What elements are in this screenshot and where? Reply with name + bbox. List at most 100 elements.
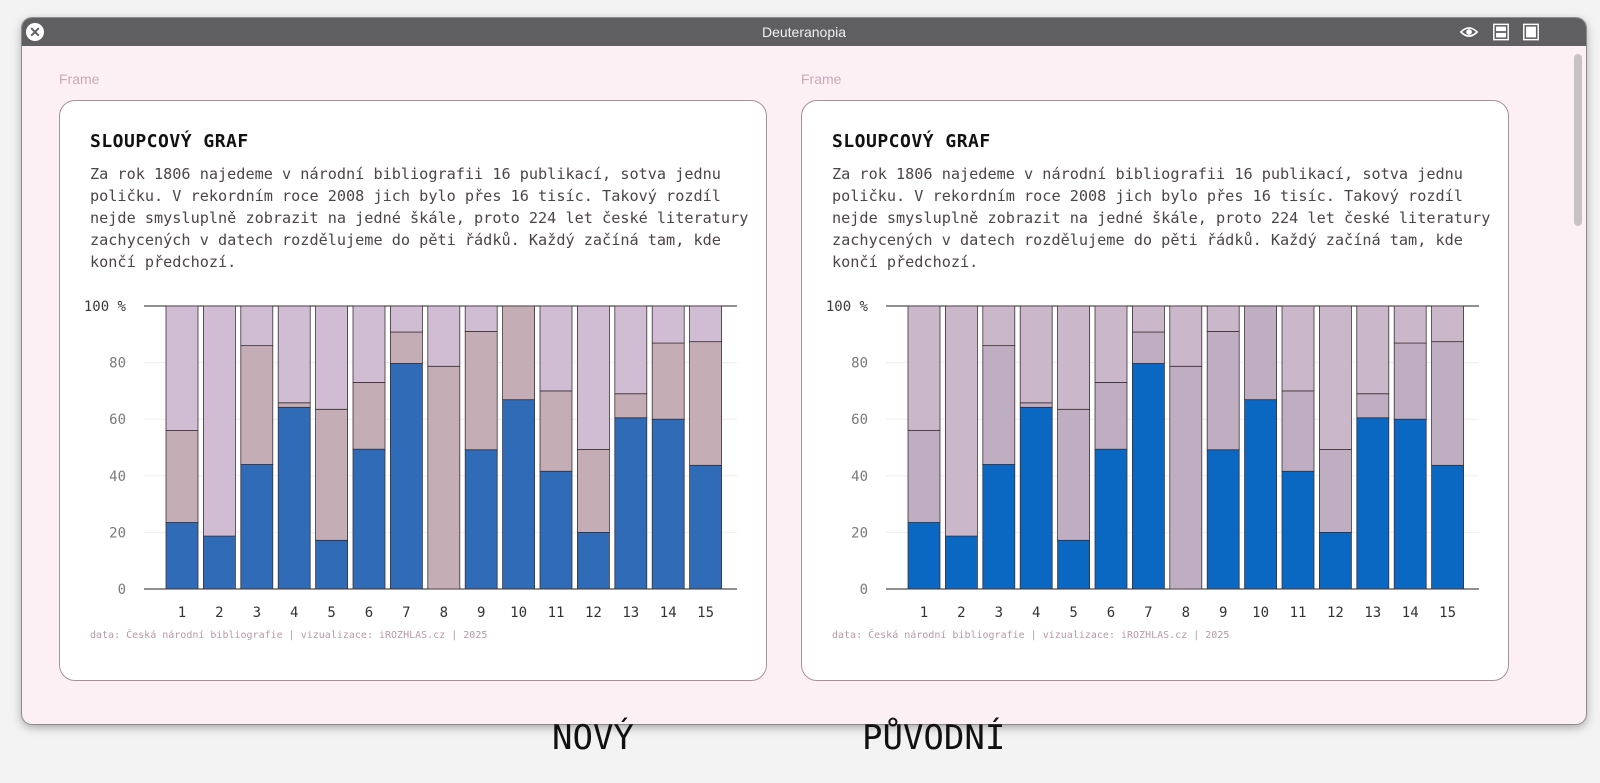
single-view-icon[interactable] xyxy=(1522,23,1540,41)
bar-segment xyxy=(277,406,311,590)
bar-segment xyxy=(1431,305,1464,343)
bar-segment xyxy=(1057,539,1091,590)
chart-description: Za rok 1806 najedeme v národní bibliogra… xyxy=(832,165,1491,271)
split-view-icon[interactable] xyxy=(1492,23,1510,41)
y-tick-label: 0 xyxy=(118,582,126,598)
scrollbar[interactable] xyxy=(1574,54,1582,226)
bar-segment xyxy=(577,531,610,590)
bar-segment xyxy=(982,345,1016,465)
bar-segment xyxy=(277,305,311,404)
bar-segment xyxy=(907,430,941,523)
chart-title: SLOUPCOVÝ GRAF xyxy=(90,131,249,152)
bar-segment xyxy=(614,417,648,590)
x-tick-label: 5 xyxy=(1069,605,1077,621)
bar-segment xyxy=(389,305,423,333)
bar-segment xyxy=(907,522,941,590)
bar-segment xyxy=(1094,382,1128,450)
bar-segment xyxy=(944,535,978,590)
eye-icon[interactable] xyxy=(1460,23,1478,41)
bar-segment xyxy=(577,449,610,533)
bar-segment xyxy=(1206,449,1240,590)
x-tick-label: 14 xyxy=(1402,605,1419,621)
x-tick-label: 10 xyxy=(1252,605,1269,621)
bar-segment xyxy=(577,305,610,450)
bar-segment xyxy=(464,331,498,451)
y-tick-label: 20 xyxy=(109,525,126,541)
x-tick-label: 2 xyxy=(215,605,223,621)
x-tick-label: 2 xyxy=(957,605,965,621)
x-tick-label: 7 xyxy=(402,605,410,621)
bar-segment xyxy=(1206,331,1240,451)
bar-segment xyxy=(614,393,648,419)
chart-source: data: Česká národní bibliografie | vizua… xyxy=(832,630,1230,641)
bar-segment xyxy=(1019,305,1053,404)
y-tick-label: 100 % xyxy=(826,299,869,315)
x-tick-label: 1 xyxy=(920,605,928,621)
x-tick-label: 12 xyxy=(585,605,602,621)
close-icon[interactable]: ✕ xyxy=(26,23,44,41)
bar-segment xyxy=(352,448,386,590)
frame-label-left: Frame xyxy=(59,71,100,87)
bar-segment xyxy=(464,305,498,332)
bar-segment xyxy=(1356,393,1390,419)
bar-segment xyxy=(389,363,423,590)
x-tick-label: 4 xyxy=(290,605,298,621)
bar-segment xyxy=(944,305,978,537)
x-tick-label: 12 xyxy=(1327,605,1344,621)
x-tick-label: 3 xyxy=(995,605,1003,621)
bar-segment xyxy=(1244,305,1278,401)
bar-segment xyxy=(1131,331,1165,364)
bar-segment xyxy=(1169,365,1203,590)
bar-segment xyxy=(427,305,461,367)
bar-segment xyxy=(539,305,573,392)
bar-segment xyxy=(277,402,311,408)
x-tick-label: 9 xyxy=(477,605,485,621)
bar-segment xyxy=(240,305,274,347)
bar-segment xyxy=(1094,305,1128,383)
bar-segment xyxy=(1131,305,1165,333)
x-tick-label: 15 xyxy=(1439,605,1456,621)
y-tick-label: 40 xyxy=(851,469,868,485)
y-tick-label: 0 xyxy=(860,582,868,598)
bar-segment xyxy=(315,305,349,410)
caption-new: NOVÝ xyxy=(552,718,634,758)
y-tick-label: 40 xyxy=(109,469,126,485)
x-tick-label: 8 xyxy=(440,605,448,621)
chart-description: Za rok 1806 najedeme v národní bibliogra… xyxy=(90,165,749,271)
bar-segment xyxy=(907,305,941,431)
bar-segment xyxy=(982,464,1016,590)
bar-segment xyxy=(1431,341,1464,466)
y-tick-label: 80 xyxy=(109,356,126,372)
caption-original: PŮVODNÍ xyxy=(862,718,1006,758)
x-tick-label: 11 xyxy=(548,605,565,621)
window-title: Deuteranopia xyxy=(761,24,847,40)
bar-segment xyxy=(427,365,461,590)
bar-segment xyxy=(202,305,236,537)
x-tick-label: 3 xyxy=(253,605,261,621)
x-tick-label: 5 xyxy=(327,605,335,621)
bar-segment xyxy=(315,408,349,541)
bar-segment xyxy=(1019,406,1053,590)
y-tick-label: 20 xyxy=(851,525,868,541)
bar-segment xyxy=(202,535,236,590)
bar-segment xyxy=(165,305,199,431)
bar-segment xyxy=(1244,399,1278,590)
bar-segment xyxy=(352,305,386,383)
chart-card-new: SLOUPCOVÝ GRAF Za rok 1806 najedeme v ná… xyxy=(59,100,767,681)
bar-segment xyxy=(1393,342,1427,420)
bar-segment xyxy=(1206,305,1240,332)
x-tick-label: 11 xyxy=(1290,605,1307,621)
bar-segment xyxy=(1319,305,1352,450)
bar-segment xyxy=(1169,305,1203,367)
bar-segment xyxy=(689,464,722,590)
bar-segment xyxy=(539,470,573,590)
bar-segment xyxy=(1131,363,1165,590)
bar-segment xyxy=(1019,402,1053,408)
bar-segment xyxy=(1319,449,1352,533)
x-tick-label: 7 xyxy=(1144,605,1152,621)
chart-title: SLOUPCOVÝ GRAF xyxy=(832,131,991,152)
bar-segment xyxy=(614,305,648,395)
bar-segment xyxy=(502,305,536,401)
